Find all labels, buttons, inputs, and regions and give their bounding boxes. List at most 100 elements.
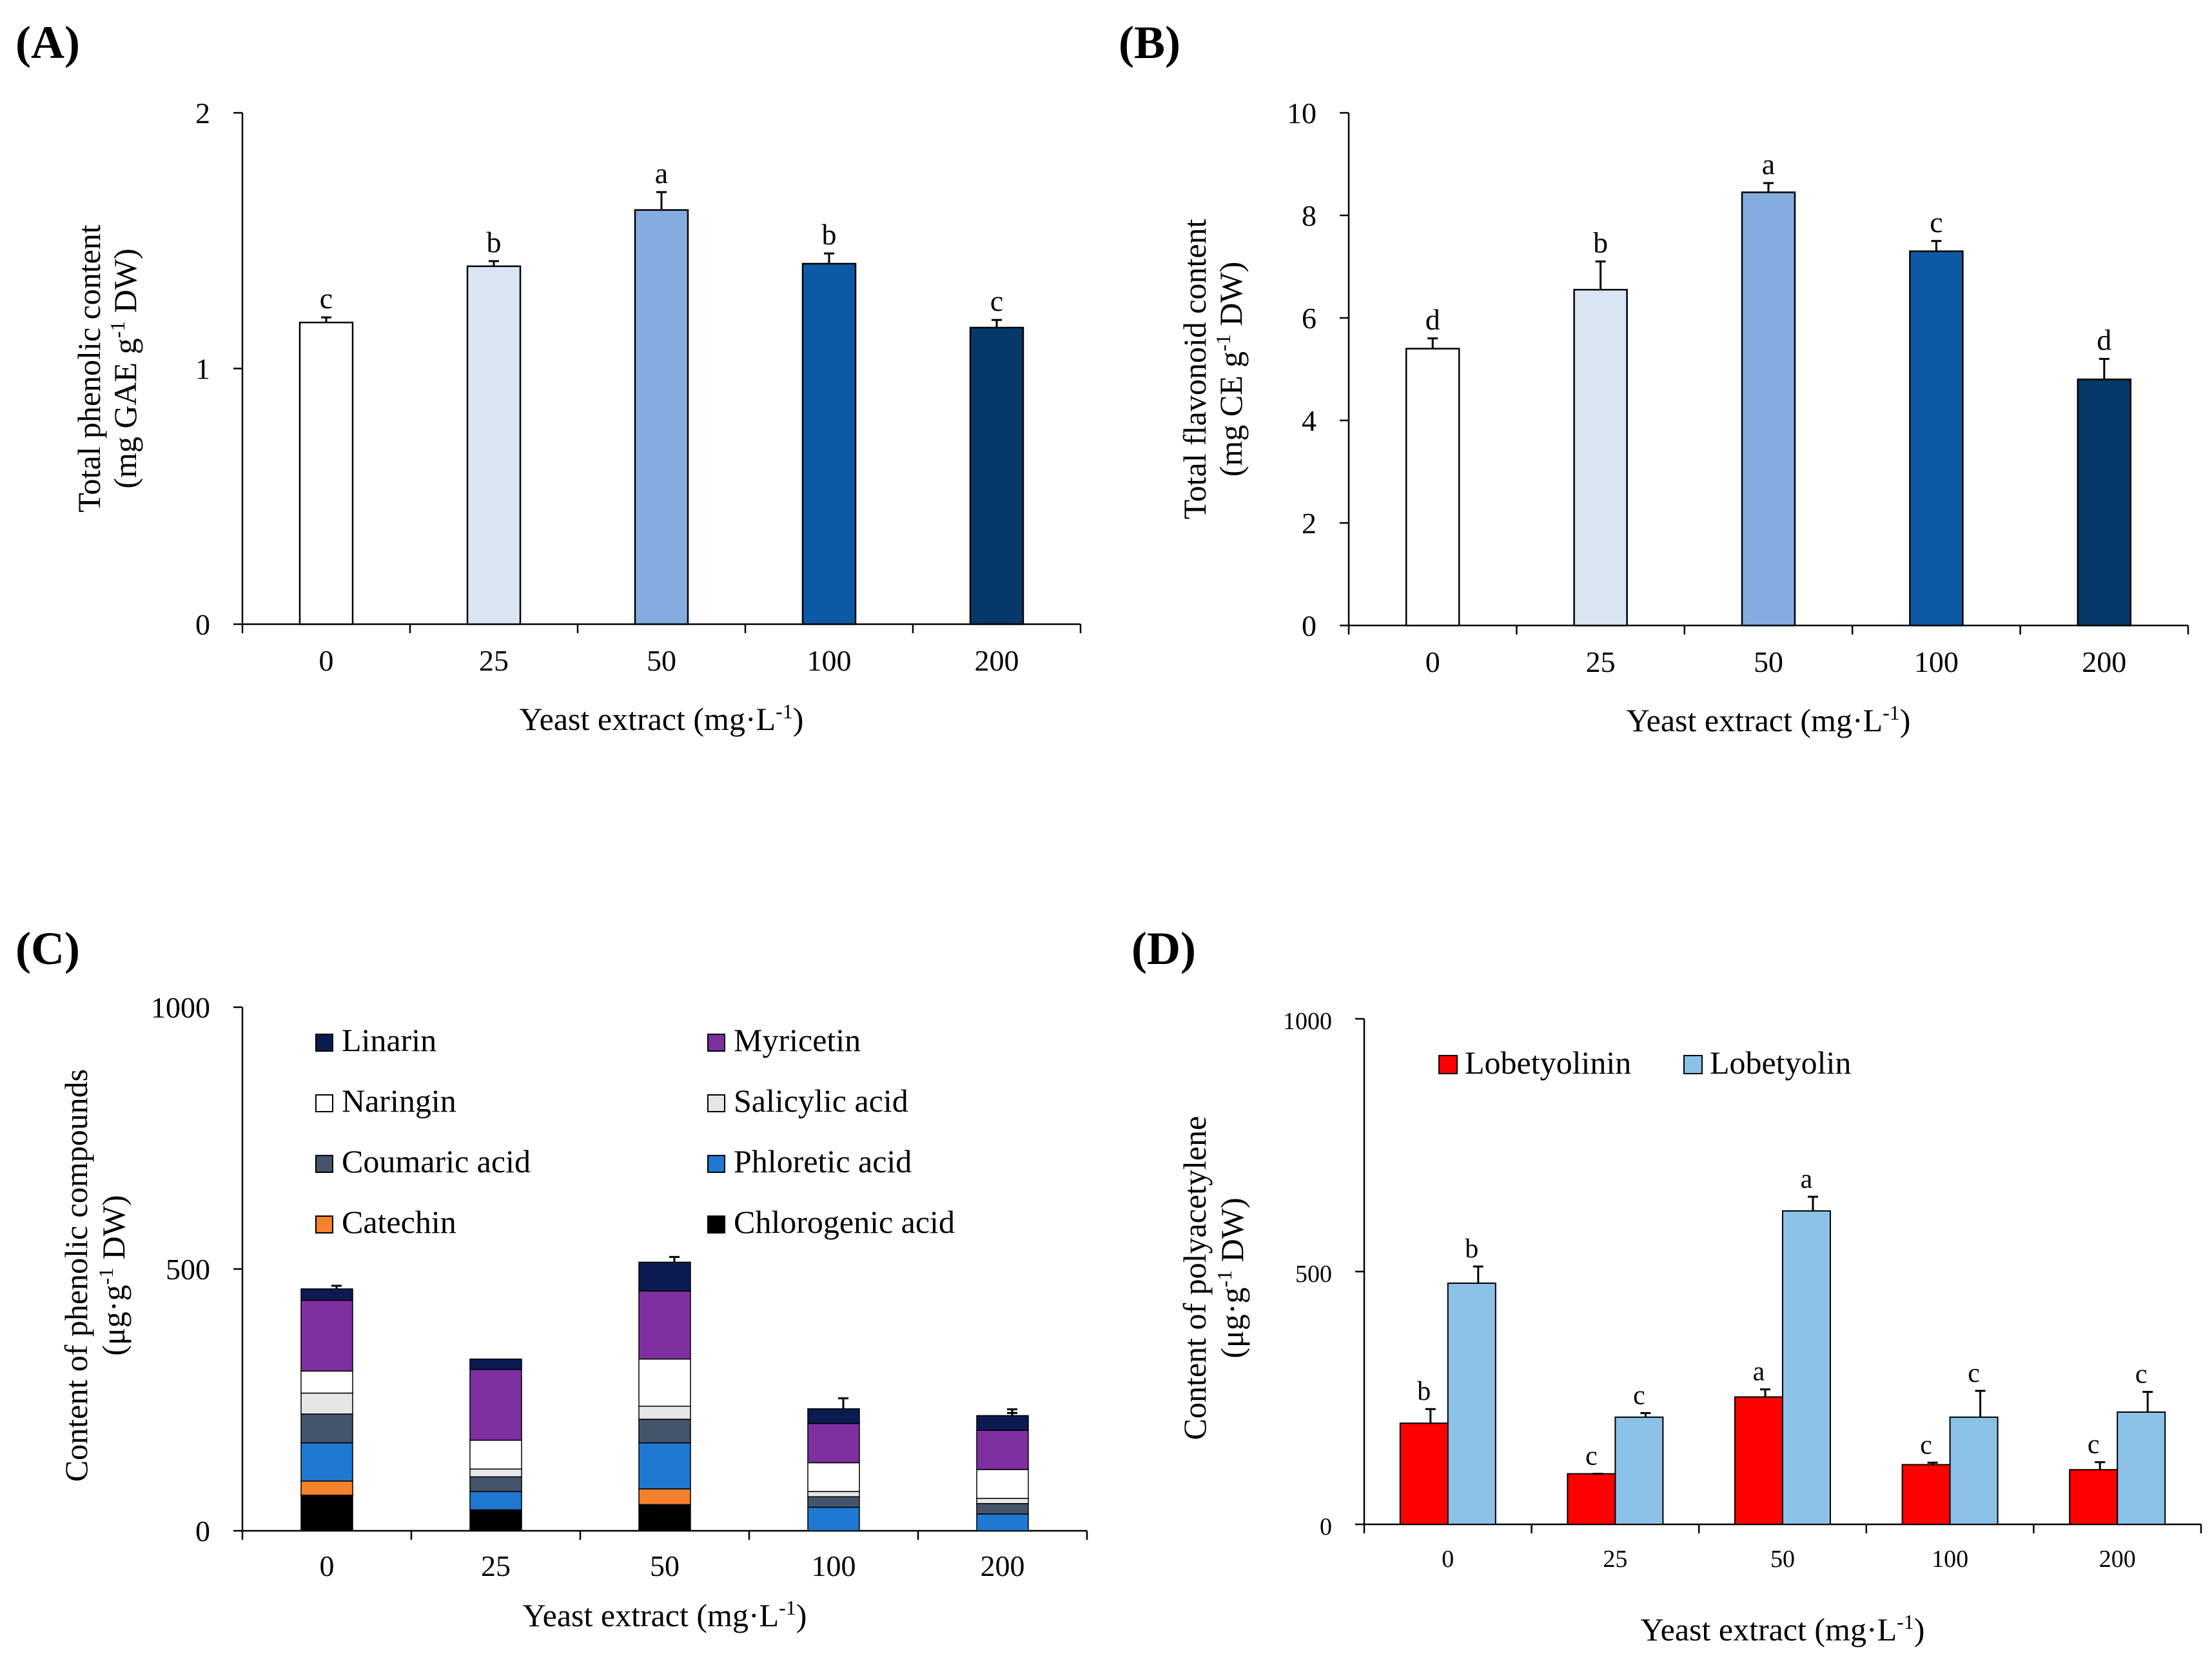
legend-swatch [707, 1034, 725, 1052]
stacked-segment [300, 1299, 353, 1372]
y-axis-title-line1: Total flavonoid content [1177, 219, 1213, 519]
significance-letter: c [1585, 1442, 1598, 1471]
y-tick-label: 500 [166, 1253, 210, 1286]
y-tick-label: 0 [195, 1515, 210, 1548]
x-tick-label: 50 [1754, 645, 1783, 678]
stacked-segment [469, 1369, 522, 1441]
stacked-segment [469, 1509, 522, 1531]
legend-swatch [315, 1094, 333, 1112]
x-tick-label: 50 [647, 644, 676, 677]
legend-label: Myricetin [734, 1022, 861, 1058]
y-axis-title-line1: Total phenolic content [71, 224, 107, 512]
x-axis-title-sup: -1 [1883, 701, 1900, 724]
x-axis-title-suffix: ) [1900, 702, 1911, 738]
legend-swatch [707, 1215, 725, 1234]
stacked-segment [300, 1480, 353, 1496]
legend-label: Coumaric acid [342, 1143, 531, 1179]
legend-swatch [1683, 1055, 1703, 1074]
stacked-segment [300, 1392, 353, 1415]
y-tick-label: 0 [1302, 609, 1316, 642]
x-tick-label: 25 [1603, 1546, 1627, 1573]
bar [1782, 1210, 1831, 1526]
y-axis-title-line2: (μg·g-1 DW) [1213, 1197, 1250, 1358]
stacked-segment [976, 1497, 1029, 1504]
y-axis-title-line2-prefix: (mg CE g [1213, 351, 1249, 477]
x-axis-title-suffix: ) [796, 1597, 807, 1633]
legend-swatch [707, 1155, 725, 1173]
stacked-segment [807, 1491, 860, 1497]
x-axis-title-prefix: Yeast extract (mg·L [1627, 702, 1883, 738]
panel-label-a: (A) [15, 17, 80, 68]
x-axis-title: Yeast extract (mg·L-1) [523, 1596, 807, 1633]
y-axis-title-line2-suffix: DW) [1214, 1197, 1250, 1270]
legend-swatch [315, 1034, 333, 1052]
y-axis-title-line2: (μg·g-1 DW) [94, 1195, 132, 1355]
significance-letter: d [2097, 324, 2111, 357]
legend-swatch [315, 1215, 333, 1234]
stacked-segment [469, 1476, 522, 1492]
legend-swatch [1438, 1055, 1458, 1074]
stacked-segment [976, 1503, 1029, 1515]
bar [299, 321, 354, 625]
y-tick-label: 0 [1320, 1513, 1332, 1540]
y-tick-label: 1000 [151, 991, 210, 1024]
significance-letter: a [1801, 1165, 1813, 1194]
stacked-segment [300, 1288, 353, 1301]
x-axis-title-prefix: Yeast extract (mg·L [520, 701, 776, 737]
bar [1949, 1416, 1999, 1525]
stacked-segment [807, 1408, 860, 1424]
x-axis-title-prefix: Yeast extract (mg·L [523, 1597, 779, 1633]
significance-letter: b [1417, 1377, 1431, 1406]
stacked-segment [807, 1506, 860, 1531]
bar [1734, 1396, 1783, 1525]
stacked-segment [807, 1496, 860, 1508]
legend-label: Catechin [342, 1204, 456, 1240]
legend-label: Phloretic acid [734, 1143, 912, 1179]
x-axis-title-suffix: ) [793, 701, 804, 737]
x-tick-label: 50 [650, 1549, 680, 1582]
y-tick-label: 8 [1302, 199, 1316, 232]
x-tick-label: 100 [1932, 1546, 1968, 1573]
y-tick-label: 500 [1295, 1261, 1332, 1288]
significance-letter: c [1930, 206, 1943, 239]
x-axis-title-suffix: ) [1914, 1611, 1925, 1647]
stacked-segment [300, 1370, 353, 1394]
stacked-segment [300, 1413, 353, 1444]
x-tick-label: 200 [2082, 645, 2126, 678]
significance-letter: a [1753, 1357, 1765, 1387]
y-axis-title-line2-sup: -1 [94, 1268, 117, 1285]
stacked-segment [638, 1261, 691, 1292]
bar [2069, 1469, 2119, 1525]
significance-letter: c [1968, 1359, 1980, 1388]
panel-label-b: (B) [1119, 17, 1180, 68]
bar [466, 265, 522, 625]
significance-letter: c [2135, 1360, 2148, 1390]
stacked-segment [976, 1469, 1029, 1499]
panel-label-c: (C) [15, 923, 80, 974]
y-axis-title-line2-sup: -1 [1211, 334, 1235, 351]
x-axis-title-prefix: Yeast extract (mg·L [1641, 1611, 1897, 1647]
legend-swatch [315, 1155, 333, 1173]
significance-letter: d [1425, 303, 1440, 336]
significance-letter: b [822, 218, 837, 251]
legend-label: Naringin [342, 1083, 456, 1119]
significance-letter: c [320, 282, 333, 315]
stacked-segment [638, 1419, 691, 1444]
significance-letter: c [1633, 1381, 1645, 1411]
x-tick-label: 0 [1442, 1546, 1454, 1573]
y-tick-label: 6 [1302, 302, 1316, 335]
legend-label: Lobetyolinin [1465, 1045, 1631, 1081]
y-tick-label: 0 [195, 608, 210, 641]
bar [1399, 1422, 1449, 1525]
bar [1741, 191, 1796, 627]
panel-label-d: (D) [1131, 923, 1196, 974]
significance-letter: b [1593, 226, 1608, 259]
x-axis-title: Yeast extract (mg·L-1) [520, 700, 804, 737]
significance-letter: b [487, 226, 502, 259]
y-axis-title-line2-sup: -1 [1213, 1270, 1236, 1288]
legend-swatch [707, 1094, 725, 1112]
legend-label: Lobetyolin [1710, 1045, 1851, 1081]
bar [801, 262, 857, 625]
significance-letter: c [2088, 1430, 2100, 1460]
